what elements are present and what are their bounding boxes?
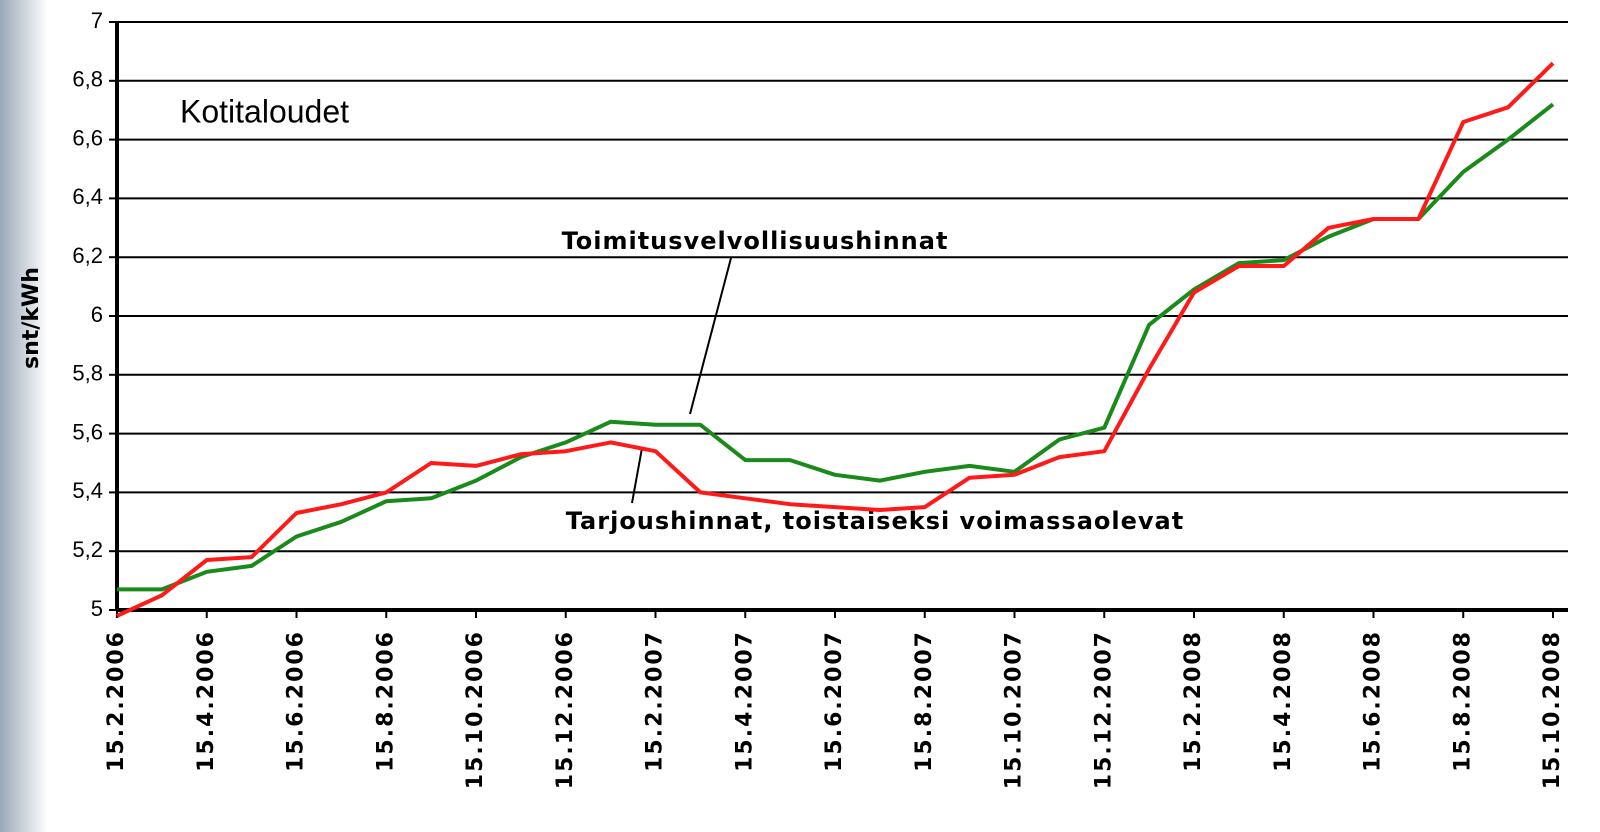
x-tick-label: 15.4.2007 <box>732 630 757 772</box>
annotation: Toimitusvelvollisuushinnat <box>562 227 949 255</box>
x-tick-label: 15.10.2006 <box>463 630 488 789</box>
y-tick-label: 5,4 <box>72 478 103 503</box>
x-tick-label: 15.4.2006 <box>194 630 219 772</box>
chart: Kotitaloudet snt/kWh Toimitusvelvollisuu… <box>0 0 1600 832</box>
background-strip <box>0 0 48 832</box>
x-tick-label: 15.2.2006 <box>104 630 129 772</box>
x-tick-label: 15.12.2007 <box>1091 630 1116 789</box>
x-tick-label: 15.8.2007 <box>912 630 937 772</box>
y-tick-label: 7 <box>91 8 103 33</box>
x-tick-label: 15.6.2006 <box>284 630 309 772</box>
y-tick-label: 5 <box>91 596 103 621</box>
y-tick-label: 6,4 <box>72 184 103 209</box>
y-tick-label: 6 <box>91 302 103 327</box>
y-tick-label: 5,8 <box>72 361 103 386</box>
x-tick-label: 15.12.2006 <box>553 630 578 789</box>
x-tick-label: 15.6.2007 <box>822 630 847 772</box>
x-tick-label: 15.4.2008 <box>1271 630 1296 772</box>
x-tick-label: 15.10.2008 <box>1540 630 1565 789</box>
x-tick-label: 15.10.2007 <box>1002 630 1027 789</box>
x-tick-label: 15.2.2008 <box>1181 630 1206 772</box>
leader-line <box>632 448 642 503</box>
chart-title: Kotitaloudet <box>180 93 349 129</box>
y-axis-label: snt/kWh <box>19 267 44 369</box>
page: Kotitaloudet snt/kWh Toimitusvelvollisuu… <box>0 0 1600 832</box>
x-tick-label: 15.6.2008 <box>1361 630 1386 772</box>
y-tick-label: 6,2 <box>72 243 103 268</box>
x-tick-label: 15.8.2008 <box>1450 630 1475 772</box>
x-tick-label: 15.8.2006 <box>373 630 398 772</box>
y-tick-label: 6,8 <box>72 67 103 92</box>
y-tick-label: 5,2 <box>72 537 103 562</box>
y-tick-label: 6,6 <box>72 125 103 150</box>
x-tick-label: 15.2.2007 <box>643 630 668 772</box>
leader-line <box>690 258 731 414</box>
y-tick-label: 5,6 <box>72 419 103 444</box>
